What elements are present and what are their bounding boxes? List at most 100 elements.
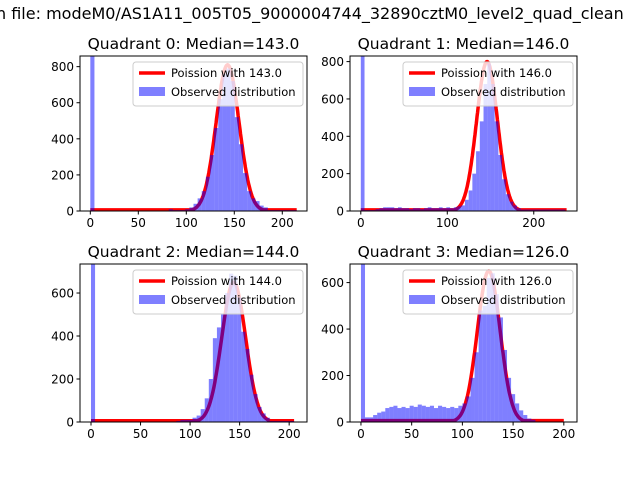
histogram-bar [237,297,242,422]
legend-patch-icon [409,295,435,304]
histogram-bar [425,406,430,422]
histogram-bar [192,417,197,422]
histogram-bar [401,208,406,211]
histogram-bar [269,420,274,422]
axes-frame [349,263,578,423]
histogram-bar [442,406,447,422]
histogram-bar [180,419,185,422]
legend-box [132,61,304,107]
histogram-bar [490,84,495,211]
legend-observed-label: Observed distribution [441,85,566,99]
histogram-bar [424,208,428,211]
x-tick-label: 200 [522,216,545,230]
histogram-bar [273,420,278,422]
x-tick-label: 50 [404,427,419,441]
histogram-bar [535,209,540,211]
histogram-bar [375,209,380,211]
histogram-bar [472,173,477,211]
histogram-bar [241,331,246,422]
histogram-bar [377,412,382,422]
histogram-bar [226,68,231,211]
legend-poisson-label: Poission with 126.0 [441,274,552,288]
histogram-bar [360,264,366,422]
histogram-bar [446,408,451,422]
histogram-bar [369,417,374,422]
histogram-bar [243,173,248,211]
histogram-bar [478,310,483,422]
histogram-bar [238,144,244,211]
histogram-bar [365,417,370,422]
histogram-bar [214,127,219,211]
histogram-bar [409,405,414,422]
histogram-bar [263,207,268,211]
plot-area [90,264,295,422]
histogram-bar [188,419,193,422]
x-tick-label: 200 [278,427,301,441]
y-tick-label: 600 [51,96,74,110]
histogram-bar [483,84,488,211]
histogram-bar [539,209,544,211]
y-tick-label: 400 [321,130,344,144]
histogram-bar [561,209,566,211]
histogram-bar [438,405,443,422]
x-tick-label: 0 [357,427,365,441]
subplot-1: 0 100 200 0 200 400 600 800 Quadrant 1: Median=1… [321,35,578,230]
y-tick-label: 200 [51,168,74,182]
histogram-bar [461,205,465,211]
histogram-bar [442,208,447,211]
x-tick-label: 150 [223,216,246,230]
histogram-bar [474,352,479,422]
legend-observed-label: Observed distribution [171,293,296,307]
legend-poisson-label: Poission with 144.0 [171,274,282,288]
histogram-bar [502,179,506,211]
histogram-bar [515,403,520,422]
subplot-3: 0 50 100 150 200 0 200 400 600 Quadrant 3: Median… [321,243,578,441]
x-tick-label: 0 [87,427,95,441]
plot-area [360,56,567,211]
histogram-bar [245,348,250,422]
histogram-bar [259,205,264,211]
y-tick-label: 600 [321,92,344,106]
histogram-bar [453,207,458,211]
histogram-bar [230,81,235,211]
histogram-bar [197,198,202,211]
histogram-bar [208,379,213,422]
histogram-bar [420,209,425,211]
histogram-bar [509,201,514,211]
histogram-bar [523,415,528,422]
histogram-bar [513,205,517,211]
suptitle: n file: modeM0/AS1A11_005T05_9000004744_… [0,4,624,23]
y-tick-label: 400 [51,132,74,146]
histogram-bar [450,208,454,211]
histogram-bar [200,409,205,422]
y-tick-label: 0 [66,416,74,430]
x-tick-label: 0 [357,216,365,230]
legend: Poission with 143.0 Observed distribution [132,61,304,107]
histogram-bar [389,406,394,422]
y-tick-label: 0 [336,205,344,219]
histogram-bar [205,176,211,211]
histogram-bar [255,201,260,211]
y-tick-label: 200 [51,373,74,387]
histogram-bar [490,273,495,422]
axes-frame [79,263,308,423]
histogram-bar [184,419,189,422]
histogram-bar [462,403,467,422]
histogram-bar [511,394,516,422]
histogram-bar [218,99,223,211]
histogram-bar [385,408,390,422]
subplot-0: 0 50 100 150 200 0 200 400 600 800 Quadrant 0: Med… [51,35,308,230]
histogram-bar [416,208,421,211]
histogram-bar [498,317,503,422]
legend-poisson-label: Poission with 146.0 [441,66,552,80]
subplot-title: Quadrant 1: Median=146.0 [358,35,570,53]
x-tick-label: 200 [552,427,575,441]
legend-box [132,269,304,315]
x-tick-label: 150 [228,427,251,441]
y-tick-label: 0 [66,205,74,219]
histogram-bar [464,199,469,211]
histogram-bar [458,405,463,422]
legend: Poission with 126.0 Observed distribution [402,269,574,315]
histogram-bar [360,56,365,211]
histogram-bar [413,406,418,422]
